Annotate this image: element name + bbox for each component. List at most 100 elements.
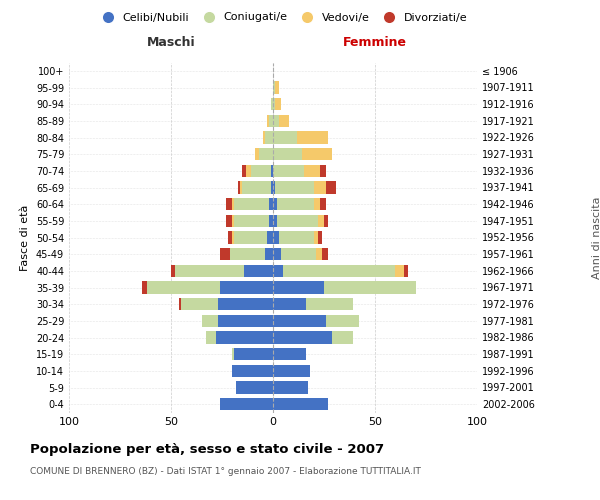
Bar [273,281,324,293]
Bar [267,231,273,244]
Bar [244,264,273,277]
Bar [316,248,322,260]
Bar [275,81,279,94]
Bar [234,214,269,227]
Bar [273,181,275,194]
Bar [332,331,353,344]
Bar [236,381,273,394]
Bar [273,164,304,177]
Bar [202,314,218,327]
Bar [242,181,271,194]
Bar [395,264,404,277]
Bar [238,181,241,194]
Bar [305,298,353,310]
Bar [269,198,273,210]
Bar [269,114,273,127]
Bar [242,164,247,177]
Bar [275,98,281,110]
Bar [318,231,322,244]
Bar [232,348,234,360]
Bar [241,181,242,194]
Bar [273,398,328,410]
Bar [251,164,271,177]
Bar [302,148,332,160]
Bar [232,214,234,227]
Bar [273,331,332,344]
Bar [226,214,232,227]
Bar [271,181,273,194]
Bar [404,264,407,277]
Bar [277,214,318,227]
Legend: Celibi/Nubili, Coniugati/e, Vedovi/e, Divorziati/e: Celibi/Nubili, Coniugati/e, Vedovi/e, Di… [92,8,472,27]
Bar [181,298,218,310]
Bar [279,231,314,244]
Bar [267,114,269,127]
Bar [175,264,244,277]
Text: COMUNE DI BRENNERO (BZ) - Dati ISTAT 1° gennaio 2007 - Elaborazione TUTTITALIA.I: COMUNE DI BRENNERO (BZ) - Dati ISTAT 1° … [30,468,421,476]
Text: Popolazione per età, sesso e stato civile - 2007: Popolazione per età, sesso e stato civil… [30,442,384,456]
Bar [304,164,320,177]
Bar [220,281,273,293]
Bar [298,131,328,144]
Bar [326,314,359,327]
Bar [271,164,273,177]
Bar [234,231,267,244]
Bar [314,198,320,210]
Bar [234,348,273,360]
Bar [273,364,310,377]
Bar [281,248,316,260]
Bar [273,248,281,260]
Bar [273,214,277,227]
Bar [324,214,328,227]
Bar [232,364,273,377]
Bar [220,398,273,410]
Bar [179,298,181,310]
Bar [146,281,220,293]
Bar [273,348,305,360]
Bar [275,181,314,194]
Bar [273,381,308,394]
Bar [265,248,273,260]
Bar [283,264,395,277]
Bar [171,264,175,277]
Bar [273,148,302,160]
Bar [271,98,273,110]
Bar [277,198,314,210]
Bar [279,114,289,127]
Bar [318,214,324,227]
Bar [273,114,279,127]
Bar [230,248,265,260]
Y-axis label: Anni di nascita: Anni di nascita [592,196,600,278]
Bar [263,131,265,144]
Bar [226,198,232,210]
Bar [273,198,277,210]
Bar [269,214,273,227]
Bar [206,331,216,344]
Bar [322,248,328,260]
Bar [232,198,234,210]
Bar [273,231,279,244]
Bar [265,131,273,144]
Bar [234,198,269,210]
Bar [273,131,298,144]
Bar [259,148,273,160]
Bar [273,314,326,327]
Bar [216,331,273,344]
Bar [326,181,336,194]
Text: Femmine: Femmine [343,36,407,49]
Bar [273,81,275,94]
Bar [228,231,232,244]
Bar [218,314,273,327]
Bar [247,164,251,177]
Y-axis label: Fasce di età: Fasce di età [20,204,30,270]
Bar [232,231,234,244]
Bar [273,264,283,277]
Bar [218,298,273,310]
Bar [273,298,305,310]
Bar [314,231,318,244]
Bar [320,198,326,210]
Bar [314,181,326,194]
Bar [320,164,326,177]
Bar [142,281,146,293]
Bar [220,248,230,260]
